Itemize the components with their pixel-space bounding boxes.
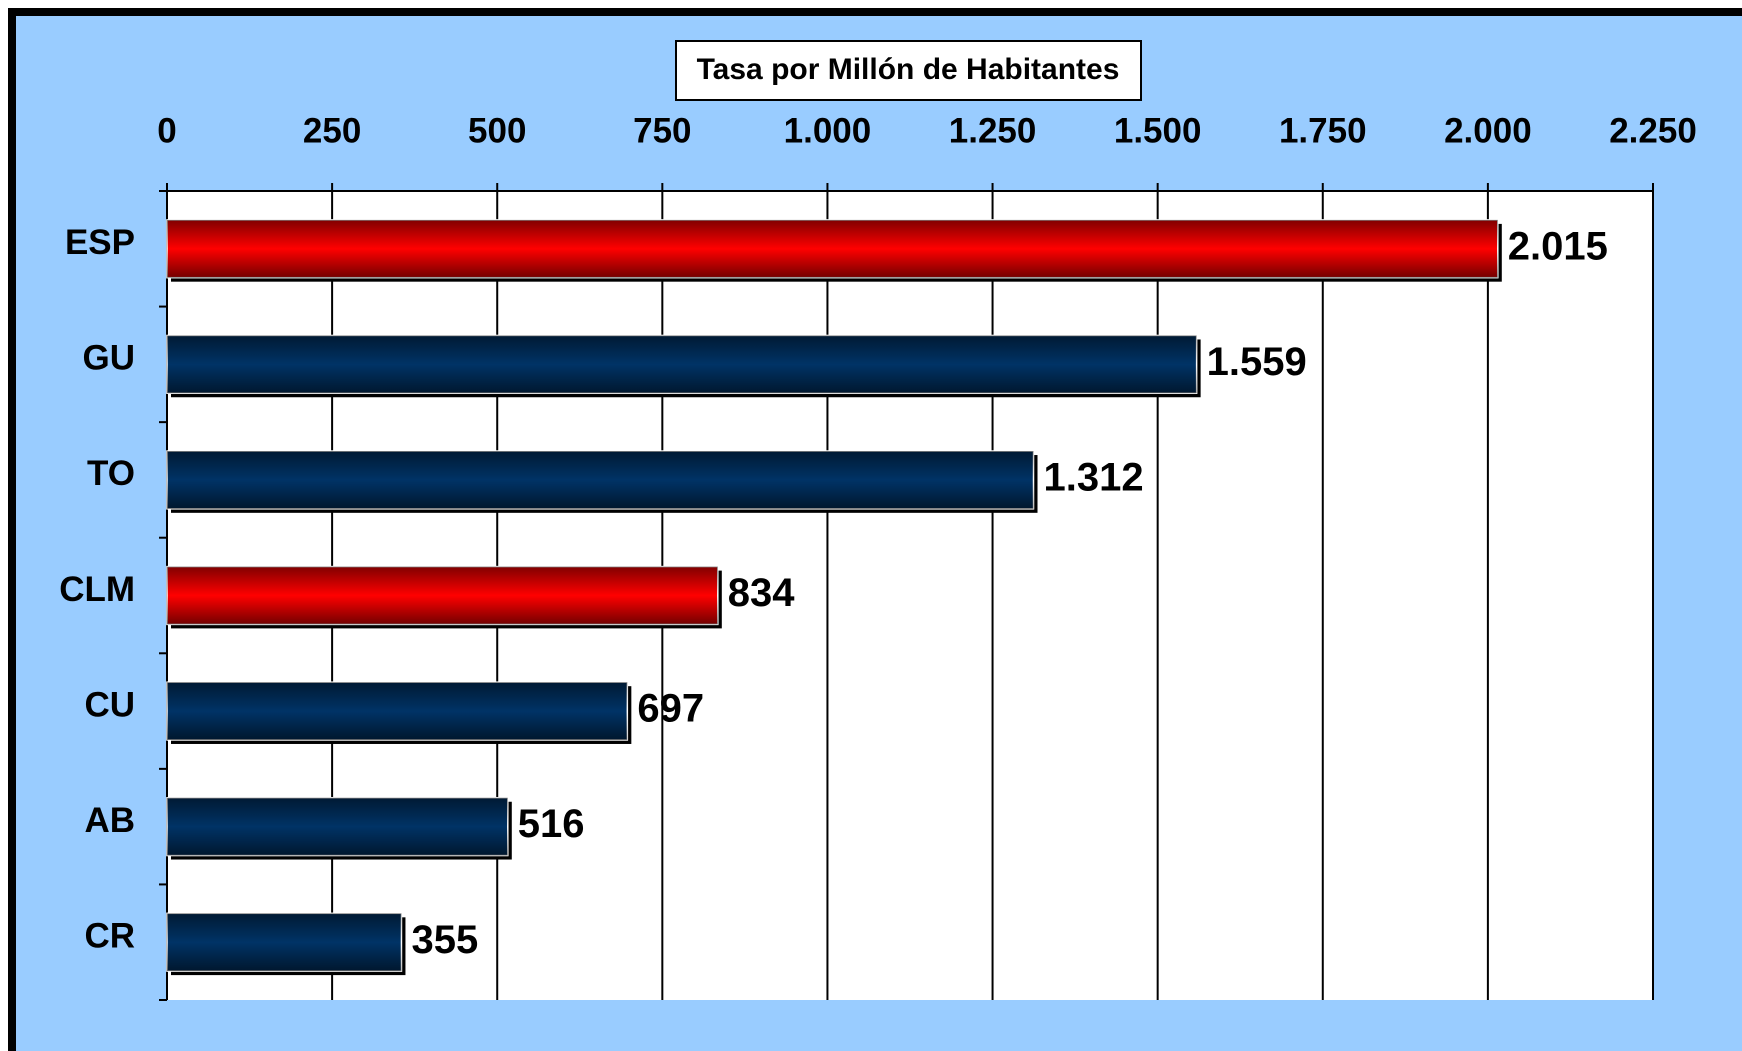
y-tick-label: ESP bbox=[65, 223, 135, 262]
data-label: 2.015 bbox=[1508, 224, 1608, 268]
x-tick-label: 2.250 bbox=[1609, 111, 1697, 150]
y-tick-label: TO bbox=[87, 454, 135, 493]
x-tick-label: 1.750 bbox=[1279, 111, 1367, 150]
data-label: 516 bbox=[518, 802, 585, 846]
data-label: 355 bbox=[411, 918, 478, 962]
y-tick-label: GU bbox=[83, 339, 136, 378]
x-tick-label: 1.250 bbox=[949, 111, 1037, 150]
x-tick-label: 500 bbox=[468, 111, 526, 150]
data-label: 1.312 bbox=[1044, 455, 1144, 499]
data-label: 834 bbox=[728, 571, 795, 615]
x-tick-label: 1.500 bbox=[1114, 111, 1202, 150]
data-label: 697 bbox=[637, 687, 704, 731]
x-tick-label: 0 bbox=[157, 111, 176, 150]
chart-title: Tasa por Millón de Habitantes bbox=[697, 53, 1120, 86]
y-tick-label: CU bbox=[84, 685, 135, 724]
bar-shade bbox=[167, 913, 402, 972]
data-label: 1.559 bbox=[1207, 340, 1307, 384]
bar-shade bbox=[167, 566, 718, 625]
x-tick-label: 750 bbox=[633, 111, 691, 150]
y-tick-label: CR bbox=[84, 916, 135, 955]
bar-shade bbox=[167, 451, 1034, 509]
y-tick-label: CLM bbox=[59, 570, 135, 609]
x-tick-label: 1.000 bbox=[784, 111, 872, 150]
bar-shade bbox=[167, 219, 1498, 278]
title-box bbox=[675, 40, 1142, 101]
y-tick-label: AB bbox=[84, 801, 135, 840]
bar-shade bbox=[167, 682, 628, 740]
x-tick-label: 250 bbox=[303, 111, 361, 150]
bar-shade bbox=[167, 335, 1197, 394]
x-tick-label: 2.000 bbox=[1444, 111, 1532, 150]
bar-shade bbox=[167, 797, 508, 856]
